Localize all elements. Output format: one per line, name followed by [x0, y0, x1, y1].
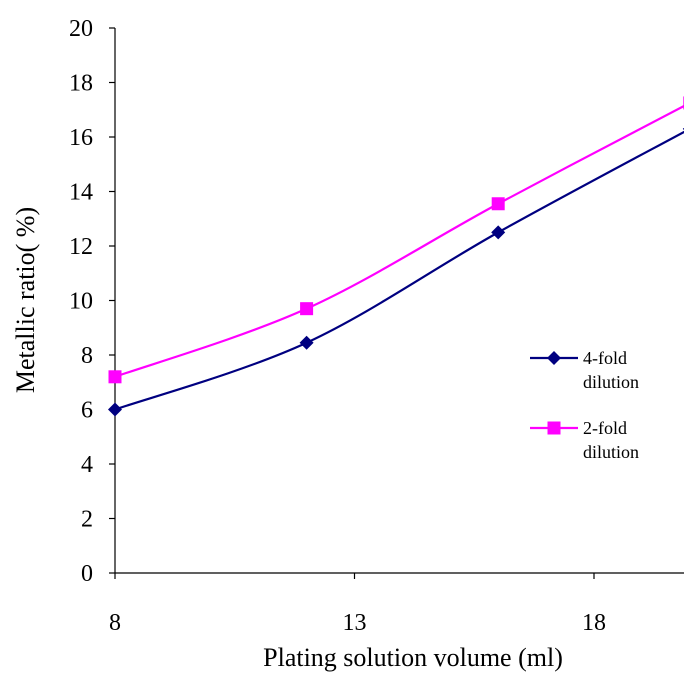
y-tick-label: 0	[81, 561, 93, 587]
y-tick-label: 18	[69, 71, 93, 97]
y-tick-label: 12	[69, 234, 93, 260]
axes: 0 2 4 6 8 10 12 14 16 18 20 8 13 18	[69, 16, 684, 636]
y-tick-label: 4	[81, 452, 93, 478]
series-2	[109, 96, 684, 383]
legend-marker	[548, 422, 561, 435]
x-tick-label: 13	[343, 610, 367, 636]
x-ticks: 8 13 18	[109, 573, 606, 636]
y-tick-label: 10	[69, 289, 93, 315]
series-line	[115, 103, 684, 377]
data-point	[492, 197, 505, 210]
y-tick-label: 6	[81, 398, 93, 424]
y-axis-title: Metallic ratio( %)	[11, 207, 40, 393]
legend: 4-fold dilution 2-fold dilution	[530, 348, 639, 462]
legend-item: 2-fold dilution	[530, 418, 639, 462]
y-ticks: 0 2 4 6 8 10 12 14 16 18 20	[69, 16, 115, 587]
y-tick-label: 14	[69, 180, 93, 206]
x-tick-label: 8	[109, 610, 121, 636]
x-axis-title: Plating solution volume (ml)	[263, 643, 563, 672]
y-tick-label: 20	[69, 16, 93, 42]
data-point	[300, 302, 313, 315]
legend-label: 4-fold	[583, 348, 627, 368]
legend-marker	[547, 351, 561, 365]
y-tick-label: 8	[81, 343, 93, 369]
data-point	[109, 370, 122, 383]
legend-item: 4-fold dilution	[530, 348, 639, 392]
series-layer	[108, 96, 684, 416]
legend-label: dilution	[583, 372, 639, 392]
x-tick-label: 18	[582, 610, 606, 636]
y-tick-label: 2	[81, 507, 93, 533]
legend-label: dilution	[583, 442, 639, 462]
y-tick-label: 16	[69, 125, 93, 151]
data-point	[300, 336, 314, 350]
data-point	[491, 225, 505, 239]
data-point	[108, 403, 122, 417]
legend-label: 2-fold	[583, 418, 627, 438]
